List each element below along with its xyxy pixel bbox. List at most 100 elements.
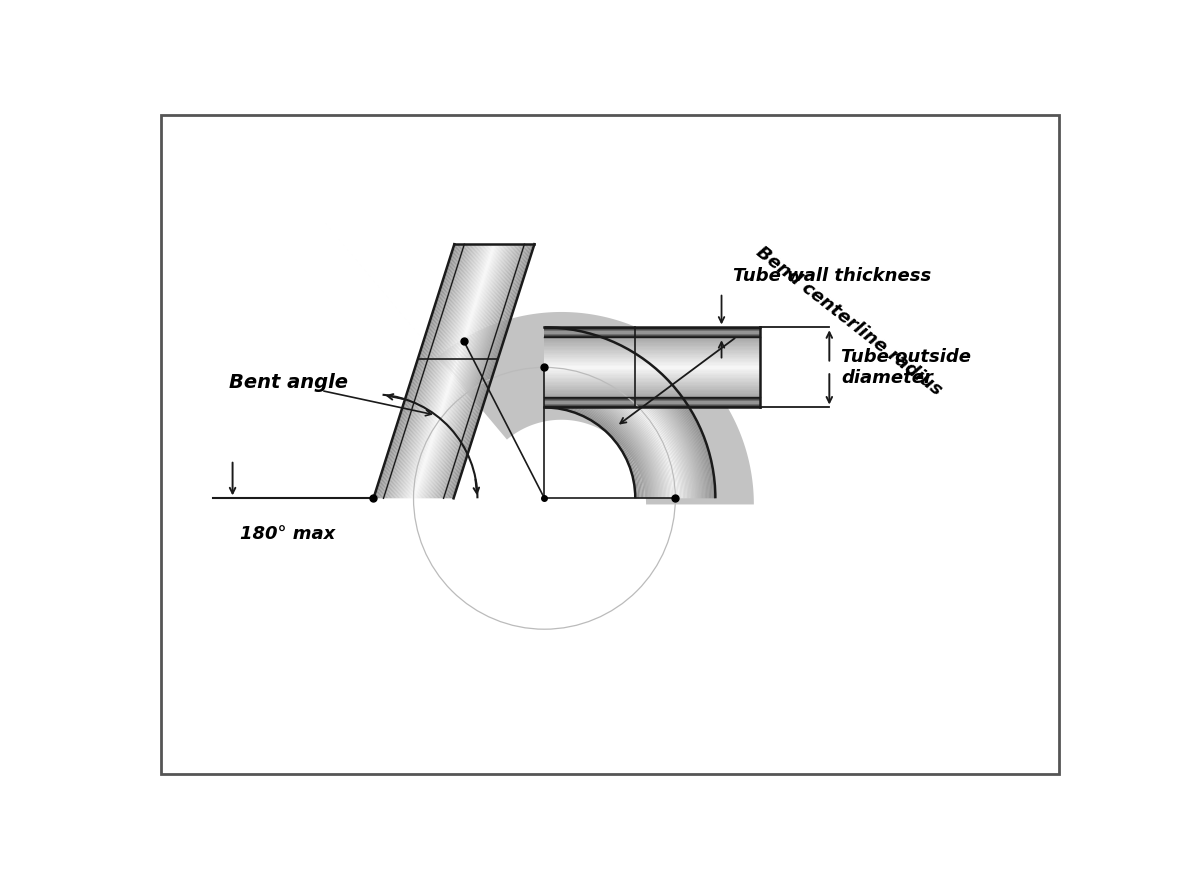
Polygon shape	[544, 369, 674, 498]
Polygon shape	[383, 244, 465, 498]
Polygon shape	[544, 354, 689, 498]
Polygon shape	[544, 361, 682, 498]
Polygon shape	[544, 346, 696, 498]
Polygon shape	[544, 327, 760, 328]
Polygon shape	[395, 244, 477, 498]
Polygon shape	[544, 333, 760, 334]
Polygon shape	[544, 356, 685, 498]
Polygon shape	[544, 403, 760, 405]
Polygon shape	[544, 397, 646, 498]
Polygon shape	[431, 244, 513, 498]
Polygon shape	[437, 244, 519, 498]
Polygon shape	[544, 333, 710, 498]
Polygon shape	[314, 209, 507, 440]
Polygon shape	[451, 244, 533, 498]
Polygon shape	[544, 356, 760, 358]
Polygon shape	[544, 402, 760, 403]
Polygon shape	[544, 343, 700, 498]
Polygon shape	[544, 371, 671, 498]
Polygon shape	[544, 370, 760, 371]
Polygon shape	[544, 329, 714, 498]
Polygon shape	[544, 335, 707, 498]
Polygon shape	[544, 335, 760, 337]
Polygon shape	[447, 244, 530, 498]
Polygon shape	[544, 387, 760, 389]
Polygon shape	[430, 244, 512, 498]
Polygon shape	[544, 327, 715, 498]
Polygon shape	[544, 364, 760, 366]
Polygon shape	[544, 382, 660, 498]
Polygon shape	[544, 359, 683, 498]
Polygon shape	[544, 334, 760, 335]
Polygon shape	[544, 332, 760, 333]
Polygon shape	[544, 384, 659, 498]
Polygon shape	[544, 342, 701, 498]
Text: Bend centerline radius: Bend centerline radius	[752, 243, 945, 400]
Polygon shape	[405, 244, 487, 498]
Polygon shape	[544, 363, 760, 364]
Polygon shape	[544, 379, 760, 381]
Polygon shape	[544, 403, 639, 498]
Polygon shape	[403, 244, 486, 498]
Polygon shape	[544, 392, 760, 394]
Polygon shape	[544, 334, 709, 498]
Polygon shape	[544, 385, 760, 386]
Polygon shape	[544, 402, 760, 404]
Polygon shape	[420, 244, 502, 498]
Polygon shape	[386, 244, 468, 498]
Polygon shape	[544, 337, 706, 498]
Polygon shape	[544, 390, 760, 392]
Polygon shape	[445, 244, 527, 498]
Polygon shape	[443, 244, 525, 498]
Polygon shape	[544, 397, 760, 398]
Polygon shape	[544, 378, 665, 498]
Polygon shape	[544, 405, 638, 498]
Polygon shape	[544, 374, 760, 376]
Polygon shape	[544, 377, 760, 378]
Polygon shape	[544, 399, 760, 400]
Polygon shape	[400, 244, 482, 498]
Polygon shape	[544, 341, 760, 342]
Polygon shape	[544, 358, 684, 498]
Polygon shape	[544, 350, 693, 498]
Polygon shape	[384, 244, 466, 498]
Polygon shape	[390, 244, 472, 498]
Polygon shape	[544, 345, 760, 346]
Polygon shape	[544, 333, 760, 334]
Polygon shape	[544, 351, 691, 498]
Polygon shape	[544, 329, 760, 330]
Polygon shape	[438, 244, 520, 498]
Polygon shape	[544, 400, 760, 402]
Polygon shape	[418, 244, 500, 498]
Polygon shape	[544, 395, 647, 498]
Polygon shape	[544, 371, 760, 373]
Polygon shape	[401, 244, 483, 498]
Polygon shape	[415, 244, 497, 498]
Polygon shape	[544, 348, 694, 498]
Polygon shape	[408, 244, 490, 498]
Polygon shape	[412, 244, 494, 498]
Polygon shape	[544, 406, 637, 498]
Polygon shape	[544, 359, 760, 361]
Polygon shape	[407, 244, 489, 498]
Polygon shape	[449, 244, 531, 498]
Polygon shape	[396, 244, 478, 498]
Polygon shape	[544, 336, 760, 337]
Polygon shape	[406, 244, 488, 498]
Polygon shape	[544, 350, 760, 351]
Polygon shape	[544, 392, 651, 498]
Polygon shape	[544, 400, 644, 498]
Polygon shape	[544, 386, 760, 387]
Text: Tube wall thickness: Tube wall thickness	[733, 267, 932, 285]
Polygon shape	[374, 244, 456, 498]
Polygon shape	[544, 337, 760, 338]
Polygon shape	[544, 366, 677, 498]
Polygon shape	[377, 244, 459, 498]
Polygon shape	[544, 398, 645, 498]
Polygon shape	[397, 244, 480, 498]
Polygon shape	[440, 244, 522, 498]
Polygon shape	[544, 400, 641, 498]
Polygon shape	[544, 364, 678, 498]
Polygon shape	[544, 361, 760, 362]
Polygon shape	[544, 331, 760, 333]
